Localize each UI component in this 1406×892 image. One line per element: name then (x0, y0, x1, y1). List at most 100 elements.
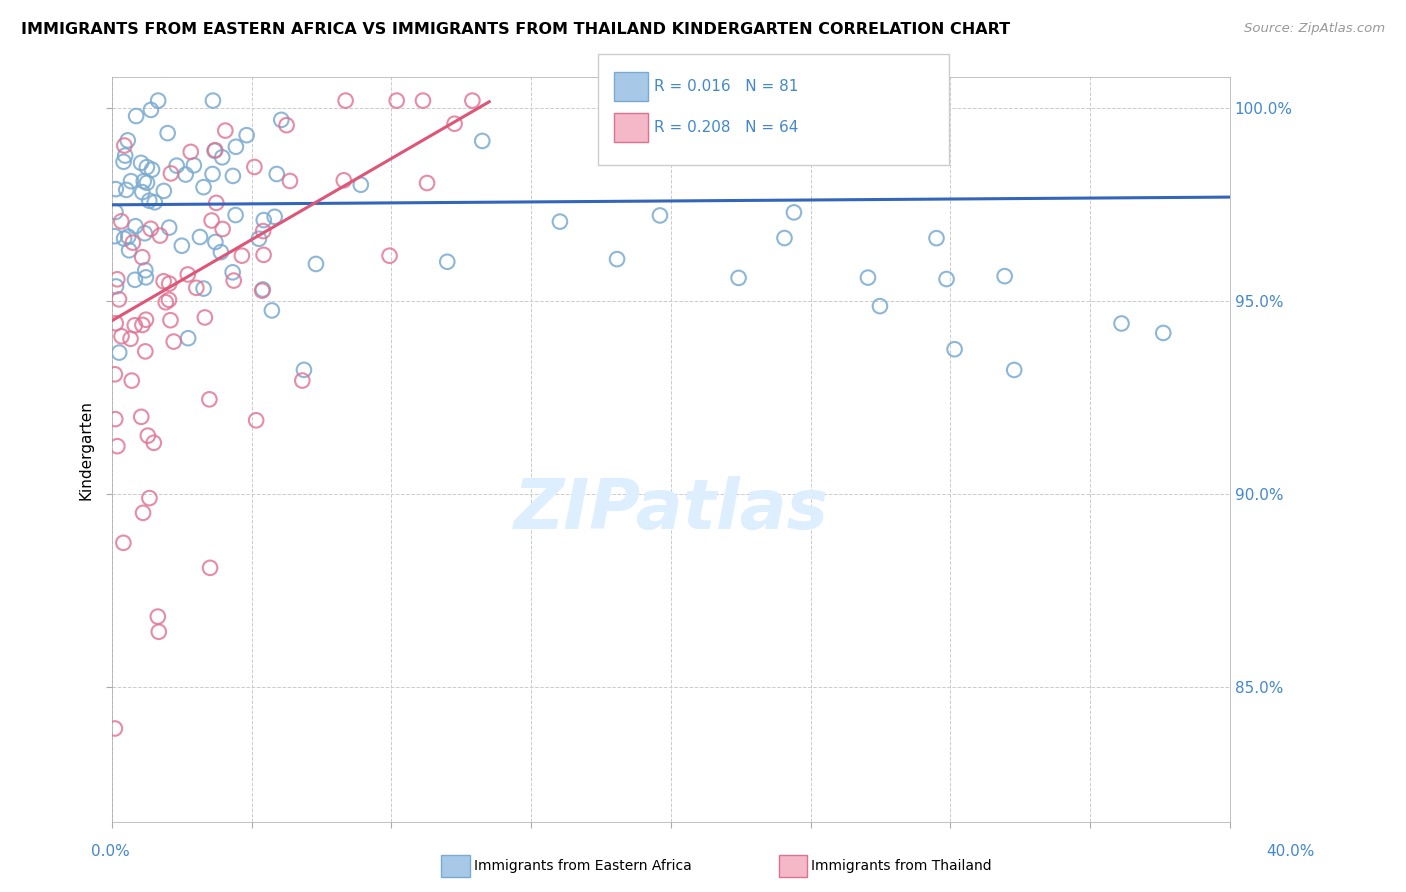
Point (120, 174, 142, 188)
Point (135, 312, 157, 326)
Point (385, 94, 408, 108)
Point (157, 277, 180, 291)
Point (148, 624, 170, 639)
Point (350, 178, 373, 192)
Point (783, 205, 806, 219)
Point (247, 232, 270, 246)
Point (153, 184, 176, 198)
Point (1002, 363, 1025, 377)
Point (112, 231, 135, 245)
Point (157, 293, 180, 307)
Point (159, 313, 181, 327)
Point (266, 167, 288, 181)
Point (305, 257, 328, 271)
Point (201, 167, 224, 181)
Point (134, 263, 156, 277)
Point (648, 209, 671, 223)
Point (211, 150, 233, 164)
Point (333, 173, 356, 187)
Point (252, 283, 274, 297)
Point (378, 249, 401, 263)
Point (773, 231, 796, 245)
Point (139, 222, 162, 236)
Point (134, 344, 156, 359)
Point (250, 284, 273, 298)
Point (253, 213, 276, 227)
Point (112, 536, 135, 550)
Point (436, 254, 458, 268)
Point (461, 94, 484, 108)
Point (148, 94, 170, 108)
Point (104, 368, 127, 382)
Point (929, 122, 952, 136)
Point (177, 268, 200, 282)
Point (105, 279, 128, 293)
Point (935, 272, 957, 286)
Text: R = 0.208   N = 64: R = 0.208 N = 64 (654, 120, 799, 135)
Point (252, 224, 274, 238)
Text: Immigrants from Eastern Africa: Immigrants from Eastern Africa (474, 859, 692, 873)
Point (252, 248, 274, 262)
Point (138, 194, 160, 208)
Point (124, 219, 146, 234)
Point (292, 363, 315, 377)
Point (134, 227, 156, 241)
Text: Source: ZipAtlas.com: Source: ZipAtlas.com (1244, 22, 1385, 36)
Point (132, 506, 155, 520)
Point (120, 332, 142, 346)
Point (129, 409, 152, 424)
Point (146, 609, 169, 624)
Point (222, 169, 245, 183)
Point (142, 435, 165, 450)
Point (131, 185, 153, 199)
Point (276, 118, 298, 132)
Point (104, 182, 127, 196)
Point (193, 180, 215, 194)
Point (160, 166, 183, 180)
Point (606, 252, 628, 267)
Point (105, 272, 128, 286)
Point (856, 270, 879, 285)
Point (231, 249, 253, 263)
Point (138, 491, 160, 505)
Point (166, 159, 188, 173)
Point (136, 428, 159, 442)
Point (205, 195, 228, 210)
Point (260, 303, 283, 318)
Point (110, 214, 132, 228)
Point (104, 722, 127, 736)
Point (132, 174, 155, 188)
Point (105, 439, 128, 453)
Point (186, 281, 208, 295)
Point (131, 318, 153, 332)
Point (245, 413, 267, 427)
Text: Immigrants from Thailand: Immigrants from Thailand (811, 859, 991, 873)
Point (193, 282, 215, 296)
Point (209, 245, 232, 260)
Point (778, 98, 800, 112)
Text: 0.0%: 0.0% (91, 845, 131, 859)
Point (471, 134, 494, 148)
Point (443, 117, 465, 131)
Point (157, 220, 180, 235)
Text: R = 0.016   N = 81: R = 0.016 N = 81 (654, 79, 799, 94)
Point (149, 228, 172, 243)
Point (225, 208, 247, 222)
Point (1111, 317, 1133, 331)
Point (416, 176, 439, 190)
Point (263, 210, 285, 224)
Point (143, 195, 166, 210)
Point (139, 103, 162, 117)
Point (156, 126, 179, 140)
Point (125, 109, 148, 123)
Point (727, 271, 749, 285)
Point (855, 94, 877, 108)
Point (152, 274, 174, 288)
Point (211, 222, 233, 236)
Point (118, 244, 141, 258)
Point (155, 295, 177, 310)
Point (124, 318, 146, 333)
Point (124, 273, 146, 287)
Text: IMMIGRANTS FROM EASTERN AFRICA VS IMMIGRANTS FROM THAILAND KINDERGARTEN CORRELAT: IMMIGRANTS FROM EASTERN AFRICA VS IMMIGR… (21, 22, 1011, 37)
Point (994, 269, 1017, 284)
